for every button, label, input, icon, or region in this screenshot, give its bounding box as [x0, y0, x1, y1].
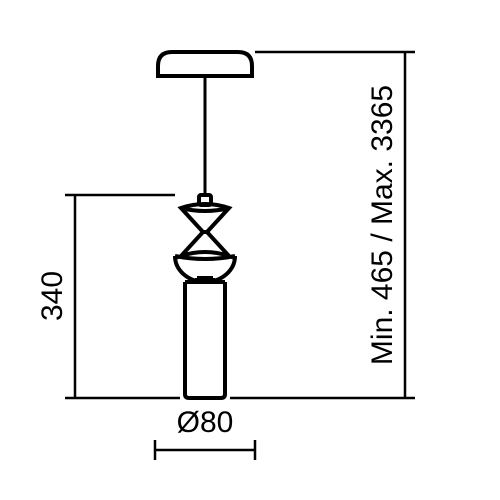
dim-diameter: Ø80	[177, 406, 234, 439]
bowtie-top-edge	[181, 208, 229, 211]
dim-body-height: 340	[36, 271, 69, 321]
pendant-lamp-diagram: 340 Ø80 Min. 465 / Max. 3365	[0, 0, 500, 500]
dim-overall-height: Min. 465 / Max. 3365	[366, 85, 399, 365]
canopy	[158, 52, 252, 76]
bowtie-bottom	[181, 232, 229, 256]
dome-rim	[175, 256, 235, 259]
tube	[185, 282, 225, 398]
